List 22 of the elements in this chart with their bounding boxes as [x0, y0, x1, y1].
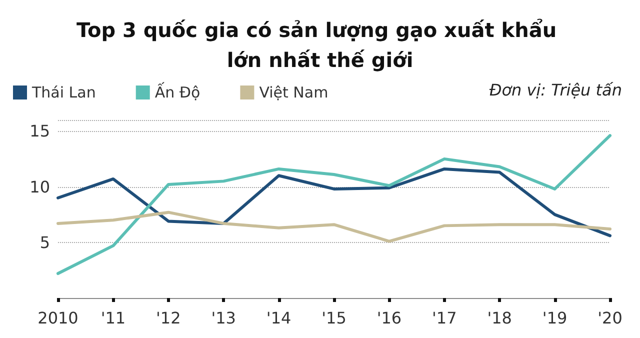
x-tick-label: '18 [487, 308, 512, 328]
x-tick-label: 2010 [38, 308, 78, 328]
x-tick-label: '11 [100, 308, 126, 328]
y-tick-label: 15 [30, 122, 50, 141]
x-tick-label: '13 [211, 308, 236, 328]
chart-title: Top 3 quốc gia có sản lượng gạo xuất khẩu lớn nhất thế giới [76, 18, 564, 72]
x-tick-label: '14 [266, 308, 292, 328]
line-series [56, 134, 612, 276]
y-tick-label: 10 [30, 177, 50, 196]
line-series [56, 210, 612, 243]
x-tick-label: '12 [156, 308, 181, 328]
x-tick-label: '20 [598, 308, 622, 328]
text: Đơn vị: Triệu tấn [489, 80, 622, 100]
x-tick-label: '19 [542, 308, 568, 328]
legend-label: Thái Lan [31, 84, 96, 102]
x-tick-label: '15 [322, 308, 346, 328]
y-tick-label: 5 [40, 232, 50, 252]
x-tick-label: '17 [432, 308, 457, 328]
x-tick-label: '16 [376, 308, 402, 328]
legend-label: Việt Nam [259, 84, 328, 102]
legend-label: Ấn Độ [154, 82, 200, 102]
line-series [56, 167, 612, 238]
